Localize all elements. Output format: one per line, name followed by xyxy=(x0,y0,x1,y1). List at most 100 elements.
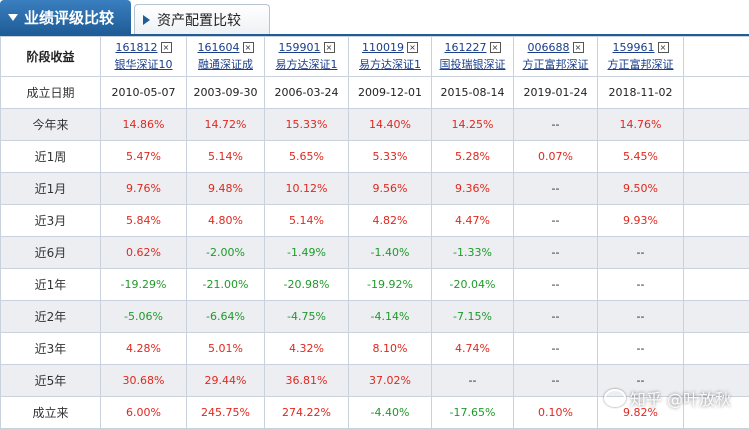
fund-code-link[interactable]: 006688 xyxy=(528,41,570,54)
fund-code-link[interactable]: 161227 xyxy=(445,41,487,54)
row-label: 成立来 xyxy=(1,397,101,429)
fund-header-006688: 006688× 方正富邦深证 xyxy=(514,37,598,77)
row-label: 近6月 xyxy=(1,237,101,269)
return-cell: 14.72% xyxy=(187,109,265,141)
return-cell: -4.75% xyxy=(265,301,349,333)
fund-name-link[interactable]: 银华深证10 xyxy=(101,56,186,72)
remove-fund-close-icon[interactable]: × xyxy=(161,42,172,53)
fund-header-159961: 159961× 方正富邦深证 xyxy=(598,37,684,77)
remove-fund-close-icon[interactable]: × xyxy=(490,42,501,53)
corner-header: 阶段收益 xyxy=(1,37,101,77)
return-cell: 9.48% xyxy=(187,173,265,205)
return-cell: 4.80% xyxy=(187,205,265,237)
return-cell: 6.00% xyxy=(101,397,187,429)
return-cell: 10.12% xyxy=(265,173,349,205)
fund-name-link[interactable]: 易方达深证1 xyxy=(265,56,348,72)
return-cell: 2009-12-01 xyxy=(349,77,432,109)
return-cell: -4.40% xyxy=(349,397,432,429)
return-cell: 9.50% xyxy=(598,173,684,205)
return-cell: -- xyxy=(598,269,684,301)
return-cell: -7.15% xyxy=(432,301,514,333)
fund-name-link[interactable]: 易方达深证1 xyxy=(349,56,431,72)
return-cell: 5.47% xyxy=(101,141,187,173)
tab-bar: 业绩评级比较 资产配置比较 xyxy=(0,0,749,36)
remove-fund-close-icon[interactable]: × xyxy=(243,42,254,53)
empty-cell xyxy=(684,333,749,365)
return-cell: 4.28% xyxy=(101,333,187,365)
return-cell: -- xyxy=(514,365,598,397)
remove-fund-close-icon[interactable]: × xyxy=(573,42,584,53)
return-cell: 30.68% xyxy=(101,365,187,397)
tab-asset-allocation[interactable]: 资产配置比较 xyxy=(134,4,270,34)
return-cell: -- xyxy=(514,109,598,141)
row-label: 近2年 xyxy=(1,301,101,333)
return-cell: 2018-11-02 xyxy=(598,77,684,109)
return-cell: 14.25% xyxy=(432,109,514,141)
return-cell: -- xyxy=(598,237,684,269)
fund-name-link[interactable]: 国投瑞银深证 xyxy=(432,56,513,72)
watermark: 知乎 @叶放秋 xyxy=(604,386,731,410)
return-cell: 2019-01-24 xyxy=(514,77,598,109)
return-cell: 0.10% xyxy=(514,397,598,429)
tab-performance-rating[interactable]: 业绩评级比较 xyxy=(0,0,131,34)
return-cell: 2010-05-07 xyxy=(101,77,187,109)
return-cell: 2015-08-14 xyxy=(432,77,514,109)
fund-code-link[interactable]: 159961 xyxy=(613,41,655,54)
empty-header-cell xyxy=(684,37,749,77)
return-cell: -20.04% xyxy=(432,269,514,301)
return-cell: 9.56% xyxy=(349,173,432,205)
tab-asset-allocation-label: 资产配置比较 xyxy=(157,10,241,30)
return-cell: 14.86% xyxy=(101,109,187,141)
empty-cell xyxy=(684,173,749,205)
empty-cell xyxy=(684,205,749,237)
return-cell: -- xyxy=(514,269,598,301)
empty-cell xyxy=(684,237,749,269)
row-label: 近3月 xyxy=(1,205,101,237)
empty-cell xyxy=(684,141,749,173)
return-cell: 5.33% xyxy=(349,141,432,173)
return-cell: 9.76% xyxy=(101,173,187,205)
fund-code-link[interactable]: 110019 xyxy=(362,41,404,54)
fund-code-link[interactable]: 159901 xyxy=(279,41,321,54)
fund-name-link[interactable]: 方正富邦深证 xyxy=(598,56,683,72)
return-cell: 5.14% xyxy=(265,205,349,237)
fund-header-161227: 161227× 国投瑞银深证 xyxy=(432,37,514,77)
return-cell: 14.40% xyxy=(349,109,432,141)
fund-code-link[interactable]: 161812 xyxy=(116,41,158,54)
return-cell: 36.81% xyxy=(265,365,349,397)
fund-header-161812: 161812× 银华深证10 xyxy=(101,37,187,77)
return-cell: -- xyxy=(514,173,598,205)
return-cell: -1.49% xyxy=(265,237,349,269)
fund-name-link[interactable]: 融通深证成 xyxy=(187,56,264,72)
fund-header-161604: 161604× 融通深证成 xyxy=(187,37,265,77)
return-cell: -- xyxy=(514,301,598,333)
return-cell: -4.14% xyxy=(349,301,432,333)
row-label: 近1月 xyxy=(1,173,101,205)
remove-fund-close-icon[interactable]: × xyxy=(407,42,418,53)
return-cell: -1.33% xyxy=(432,237,514,269)
return-cell: 8.10% xyxy=(349,333,432,365)
fund-name-link[interactable]: 方正富邦深证 xyxy=(514,56,597,72)
table-row: 近2年-5.06%-6.64%-4.75%-4.14%-7.15%---- xyxy=(1,301,749,333)
return-cell: -19.29% xyxy=(101,269,187,301)
empty-cell xyxy=(684,77,749,109)
return-cell: 9.93% xyxy=(598,205,684,237)
return-cell: 0.07% xyxy=(514,141,598,173)
return-cell: 14.76% xyxy=(598,109,684,141)
row-label: 今年来 xyxy=(1,109,101,141)
return-cell: 5.01% xyxy=(187,333,265,365)
row-label: 近1周 xyxy=(1,141,101,173)
fund-code-link[interactable]: 161604 xyxy=(198,41,240,54)
return-cell: 29.44% xyxy=(187,365,265,397)
return-cell: 2006-03-24 xyxy=(265,77,349,109)
return-cell: -5.06% xyxy=(101,301,187,333)
remove-fund-close-icon[interactable]: × xyxy=(324,42,335,53)
row-label: 成立日期 xyxy=(1,77,101,109)
remove-fund-close-icon[interactable]: × xyxy=(658,42,669,53)
empty-cell xyxy=(684,301,749,333)
fund-header-110019: 110019× 易方达深证1 xyxy=(349,37,432,77)
